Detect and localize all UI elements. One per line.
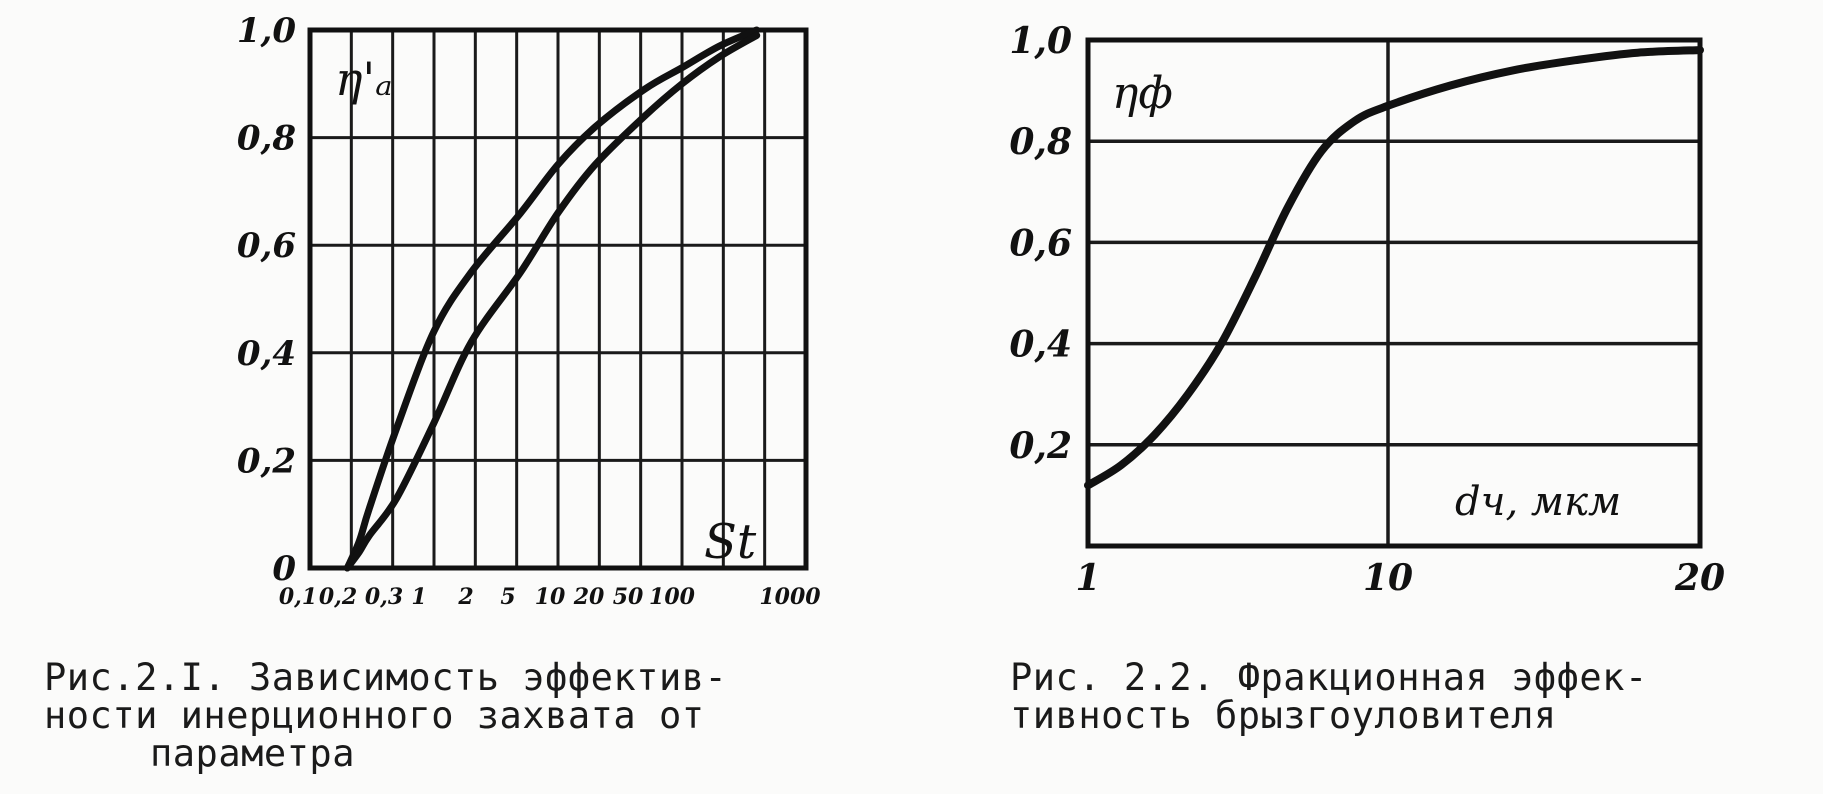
chart2-caption-line-2: тивность брызгоуловителя [1010,694,1557,737]
chart1-caption-line-1: Рис.2.I. Зависимость эффектив- [44,656,727,699]
chart1-x-tick-label: 1 [411,584,426,610]
chart1-y-tick-labels: 0 0,2 0,4 0,6 0,8 1,0 [237,11,296,589]
chart2-y-tick-label: 0,4 [1009,324,1072,366]
chart1-y-axis-label: η'ₐ [335,52,392,106]
chart1-y-tick-label: 0,8 [237,119,296,159]
chart1-x-axis-label: St [704,514,757,570]
chart2-y-tick-label: 0,6 [1009,222,1072,264]
chart2-caption: Рис. 2.2. Фракционная эффек- тивность бр… [1010,656,1648,737]
chart2-y-tick-labels: 0,2 0,4 0,6 0,8 1,0 [1009,20,1072,467]
chart2-series [1084,46,1704,490]
chart1-x-tick-label: 10 [535,584,566,610]
chart1-series-line-1 [343,26,761,572]
chart1-series [343,26,761,572]
chart1-y-tick-label: 0 [272,549,296,589]
chart1-x-tick-label: 0,2 [319,584,357,610]
chart1-x-tick-label: 0,1 [279,584,317,610]
chart1-x-tick-label: 0,3 [365,584,403,610]
chart2-frame [1085,37,1703,549]
chart1-x-tick-label: 1000 [759,584,821,610]
chart1-y-tick-label: 0,4 [237,334,296,374]
chart-fractional-efficiency: 0,2 0,4 0,6 0,8 1,0 1 10 20 ηф dч, мкм Рис. 2.… [1009,20,1725,737]
chart1-series-line-2 [343,31,761,572]
chart2-caption-line-1: Рис. 2.2. Фракционная эффек- [1010,656,1648,699]
chart1-x-tick-label: 50 [613,584,644,610]
chart2-y-axis-label: ηф [1112,68,1173,119]
chart1-x-tick-labels: 0,1 0,2 0,3 1 2 5 10 20 50 100 1000 [279,584,821,610]
chart1-caption-line-3: параметра [150,732,355,775]
chart-efficiency-inertial-capture: 00,20,40,60,81,0 0,1 0,2 0,3 1 2 5 10 20 50 100 10… [44,11,821,775]
chart2-y-tick-label: 0,2 [1009,425,1072,467]
chart2-grid [1088,40,1700,546]
chart2-x-axis-label: dч, мкм [1455,479,1621,525]
chart1-caption: Рис.2.I. Зависимость эффектив- ности ине… [44,656,727,775]
chart2-series-line-1 [1084,46,1704,490]
chart1-y-tick-label: 0,2 [237,441,296,481]
chart1-y-tick-label: 0,6 [237,226,296,266]
chart1-x-tick-label: 5 [500,584,515,610]
chart2-x-tick-label: 10 [1363,557,1413,599]
chart2-y-tick-label: 0,8 [1009,121,1072,163]
chart1-x-tick-label: 20 [573,584,605,610]
chart1-caption-line-2: ности инерционного захвата от [44,694,705,737]
chart1-x-tick-label: 100 [649,584,696,610]
chart2-x-tick-label: 1 [1075,557,1100,599]
chart2-x-tick-label: 20 [1674,557,1725,599]
chart2-x-tick-labels: 1 10 20 [1075,557,1725,599]
chart1-grid [310,30,806,568]
chart1-y-tick-label: 1,0 [237,11,296,51]
chart1-frame [307,27,809,571]
chart2-y-tick-label: 1,0 [1009,20,1072,62]
chart1-x-tick-label: 2 [457,584,473,610]
